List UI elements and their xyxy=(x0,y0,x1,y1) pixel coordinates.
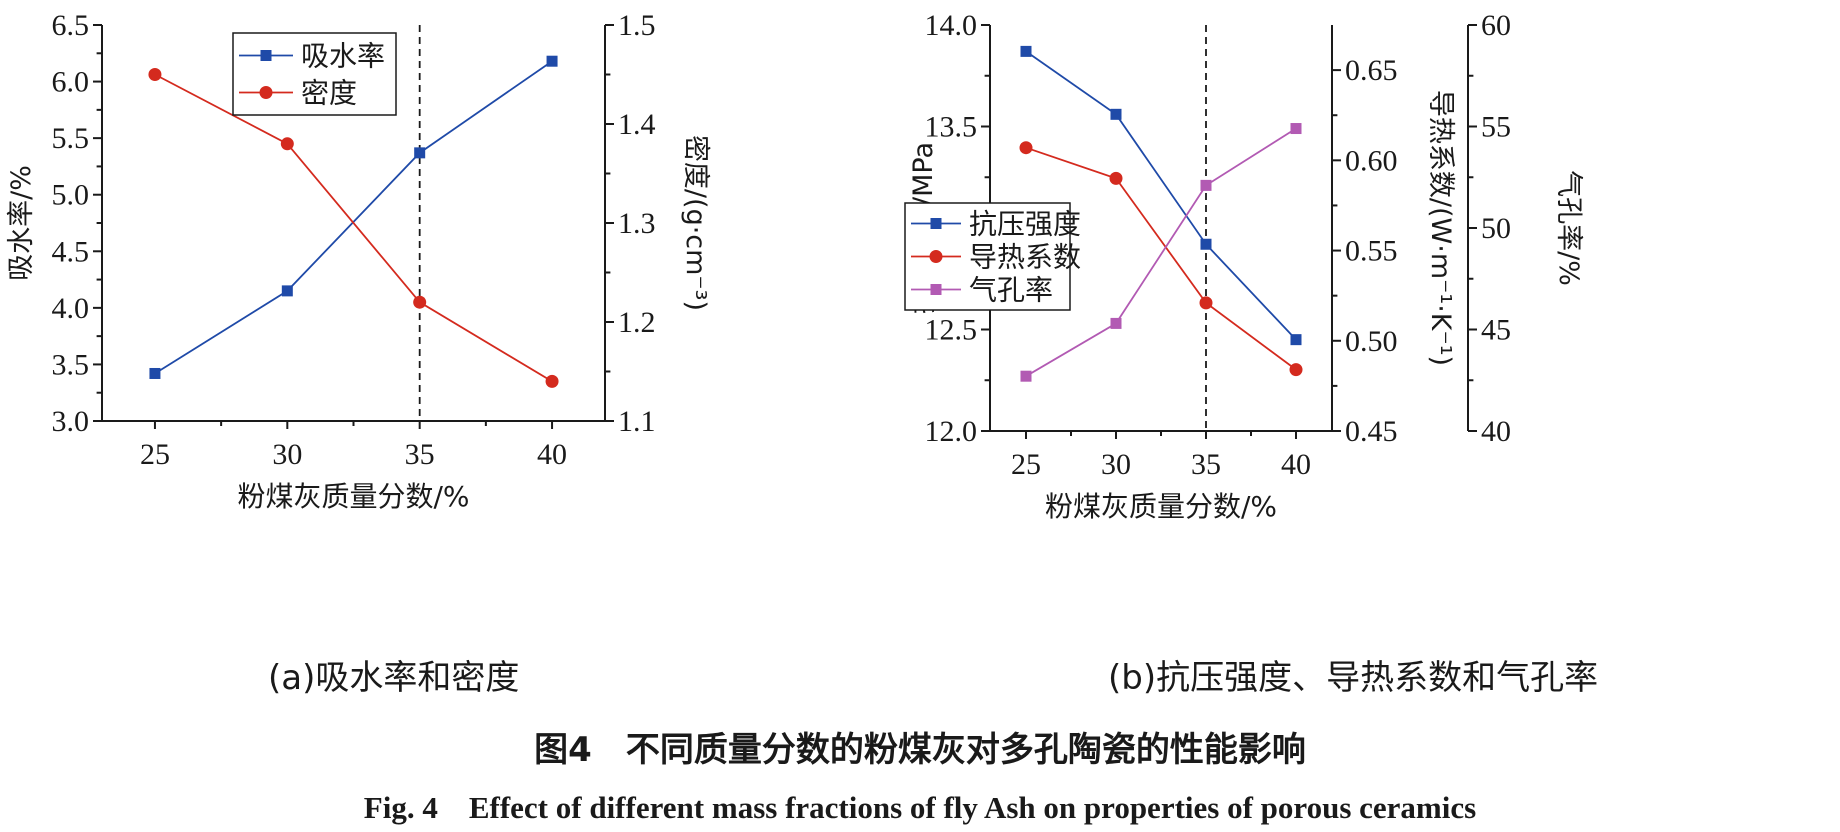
data-point xyxy=(1200,238,1212,250)
series-line xyxy=(1025,50,1297,341)
right-tick-label: 1.5 xyxy=(618,9,656,42)
right-tick-label: 1.2 xyxy=(618,306,656,339)
right2-tick-label: 60 xyxy=(1481,9,1511,42)
legend-label: 气孔率 xyxy=(969,274,1053,307)
data-point xyxy=(1290,334,1302,346)
right-tick-label: 0.65 xyxy=(1345,54,1398,87)
right2-axis-title: 气孔率/% xyxy=(1553,170,1584,286)
data-point xyxy=(1110,108,1122,120)
legend-label: 抗压强度 xyxy=(969,208,1081,241)
data-point xyxy=(545,374,559,388)
right-axis-title: 导热系数/(W·m⁻¹·K⁻¹) xyxy=(1425,90,1456,366)
data-point xyxy=(1020,370,1032,382)
legend-marker xyxy=(930,218,942,229)
data-point xyxy=(414,147,426,159)
left-tick-label: 5.0 xyxy=(52,179,90,212)
series-line xyxy=(1025,146,1297,371)
data-point xyxy=(148,68,162,81)
right2-tick-label: 50 xyxy=(1481,212,1511,245)
legend-label: 导热系数 xyxy=(969,241,1081,274)
right-tick-label: 0.45 xyxy=(1345,415,1398,448)
left-tick-label: 4.5 xyxy=(52,235,90,268)
data-point xyxy=(1109,171,1123,185)
x-axis-title: 粉煤灰质量分数/% xyxy=(237,480,469,513)
left-tick-label: 5.5 xyxy=(52,122,90,155)
chart-a: 25 30 35 40 粉煤灰质量分数/% 3.0 3.5 4.0 4.5 5.0 5.5 6.0 6.… xyxy=(6,9,711,513)
right-tick-label: 0.50 xyxy=(1345,325,1398,358)
data-point xyxy=(1290,123,1302,135)
data-point xyxy=(1019,141,1033,155)
legend-marker xyxy=(929,250,943,263)
data-point xyxy=(280,137,294,151)
legend-marker xyxy=(259,86,273,99)
left-tick-label: 12.0 xyxy=(925,415,978,448)
data-point xyxy=(1020,45,1032,57)
chart-b: 25303540粉煤灰质量分数/%12.012.513.013.514.0抗压强… xyxy=(904,9,1584,523)
x-tick-label: 40 xyxy=(537,438,567,471)
subcaption-b: (b)抗压强度、导热系数和气孔率 xyxy=(1108,658,1599,698)
left-tick-label: 13.5 xyxy=(925,111,978,144)
x-tick-label: 30 xyxy=(1101,448,1131,481)
right2-tick-label: 45 xyxy=(1481,314,1511,347)
x-tick-label: 30 xyxy=(272,438,302,471)
data-point xyxy=(281,285,293,297)
left-tick-label: 14.0 xyxy=(925,9,978,42)
data-point xyxy=(1199,296,1213,310)
legend-box xyxy=(232,32,397,116)
left-axis-title: 吸水率/% xyxy=(6,165,37,281)
right-tick-label: 0.60 xyxy=(1345,144,1398,177)
series-line xyxy=(1025,127,1297,377)
data-point xyxy=(1200,179,1212,191)
right-tick-label: 1.4 xyxy=(618,108,656,141)
legend-marker xyxy=(930,284,942,295)
right-tick-label: 1.1 xyxy=(618,405,656,438)
right2-tick-label: 55 xyxy=(1481,111,1511,144)
figure-caption-en: Fig. 4 Effect of different mass fraction… xyxy=(363,790,1477,825)
x-tick-label: 35 xyxy=(405,438,435,471)
data-point xyxy=(1110,317,1122,329)
right-tick-label: 1.3 xyxy=(618,207,656,240)
x-tick-label: 40 xyxy=(1281,448,1311,481)
legend-label: 密度 xyxy=(301,77,357,110)
right-tick-label: 0.55 xyxy=(1345,235,1398,268)
x-axis-title: 粉煤灰质量分数/% xyxy=(1045,490,1277,523)
right-axis-title: 密度/(g·cm⁻³) xyxy=(680,135,711,311)
left-tick-label: 3.5 xyxy=(52,348,90,381)
data-point xyxy=(149,367,161,379)
left-tick-label: 6.5 xyxy=(52,9,90,42)
left-tick-label: 6.0 xyxy=(52,66,90,99)
legend-marker xyxy=(260,50,272,61)
data-point xyxy=(546,55,558,67)
subcaption-a: (a)吸水率和密度 xyxy=(268,658,520,698)
left-tick-label: 3.0 xyxy=(52,405,90,438)
left-tick-label: 12.5 xyxy=(925,314,978,347)
x-tick-label: 35 xyxy=(1191,448,1221,481)
data-point xyxy=(1289,363,1303,377)
left-tick-label: 4.0 xyxy=(52,292,90,325)
x-tick-label: 25 xyxy=(1011,448,1041,481)
legend-label: 吸水率 xyxy=(301,40,385,73)
right2-tick-label: 40 xyxy=(1481,415,1511,448)
data-point xyxy=(413,295,427,309)
figure-caption-cn: 图4 不同质量分数的粉煤灰对多孔陶瓷的性能影响 xyxy=(534,730,1306,770)
series-line xyxy=(154,73,553,383)
x-tick-label: 25 xyxy=(140,438,170,471)
